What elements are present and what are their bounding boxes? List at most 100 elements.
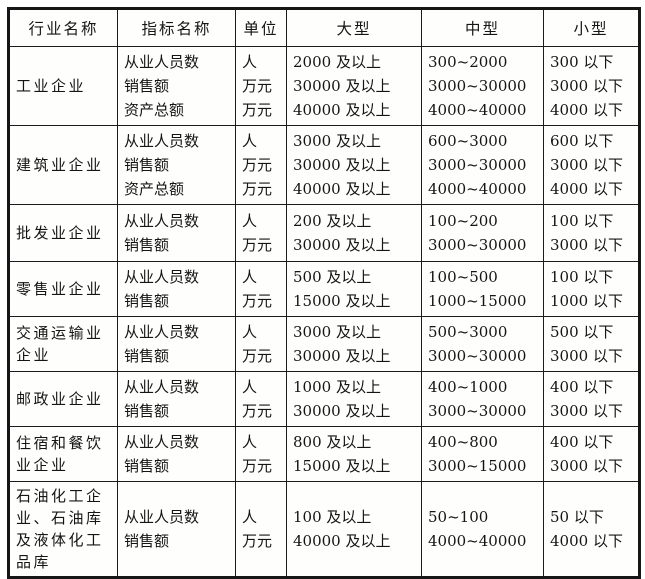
header-small: 小型 xyxy=(543,8,640,47)
cell-industry: 批发业企业 xyxy=(8,204,118,262)
cell-large: 800 及以上 15000 及以上 xyxy=(286,426,422,482)
cell-line: 40000 及以上 xyxy=(293,101,391,119)
cell-line: 住宿和餐饮 xyxy=(16,434,104,452)
cell-line: 30000 及以上 xyxy=(293,156,391,174)
cell-large: 500 及以上 15000 及以上 xyxy=(286,261,422,317)
cell-line: 1000 及以上 xyxy=(293,378,381,396)
header-large: 大型 xyxy=(286,8,422,47)
cell-line: 万元 xyxy=(242,180,273,198)
cell-line: 100 以下 xyxy=(550,212,614,230)
cell-small: 500 以下 3000 以下 xyxy=(543,316,640,372)
cell-line: 万元 xyxy=(242,457,273,475)
header-unit: 单位 xyxy=(235,8,287,47)
cell-large: 1000 及以上 30000 及以上 xyxy=(286,371,422,427)
cell-line: 3000 及以上 xyxy=(293,323,381,341)
cell-line: 40000 及以上 xyxy=(293,532,391,550)
cell-line: 万元 xyxy=(242,77,273,95)
cell-small: 300 以下 3000 以下 4000 以下 xyxy=(543,46,640,126)
cell-medium: 500~3000 3000~30000 xyxy=(421,316,544,372)
cell-line: 从业人员数 xyxy=(124,53,200,71)
cell-unit: 人万元 xyxy=(235,371,287,427)
cell-industry: 零售业企业 xyxy=(8,261,118,317)
cell-line: 3000~30000 xyxy=(428,402,527,420)
cell-line: 500 以下 xyxy=(550,323,614,341)
table-row: 建筑业企业 从业人员数 销售额 资产总额人万元 万元 3000 及以上 30000 及以上 4… xyxy=(8,125,640,205)
cell-line: 销售额 xyxy=(124,457,170,475)
cell-line: 万元 xyxy=(242,156,273,174)
cell-line: 400 以下 xyxy=(550,378,614,396)
cell-line: 人 xyxy=(242,378,258,396)
cell-line: 3000~30000 xyxy=(428,347,527,365)
cell-line: 3000 以下 xyxy=(550,156,623,174)
cell-line: 4000~40000 xyxy=(428,101,527,119)
cell-medium: 600~3000 3000~30000 4000~40000 xyxy=(421,125,544,205)
cell-line: 销售额 xyxy=(124,402,170,420)
cell-line: 3000 以下 xyxy=(550,347,623,365)
cell-line: 4000 以下 xyxy=(550,101,623,119)
cell-line: 600 以下 xyxy=(550,132,614,150)
cell-large: 3000 及以上 30000 及以上 40000 及以上 xyxy=(286,125,422,205)
cell-small: 600 以下 3000 以下 4000 以下 xyxy=(543,125,640,205)
cell-line: 3000 及以上 xyxy=(293,132,381,150)
cell-line: 3000~15000 xyxy=(428,457,527,475)
cell-industry: 建筑业企业 xyxy=(8,125,118,205)
cell-line: 人 xyxy=(242,508,258,526)
cell-line: 销售额 xyxy=(124,236,170,254)
cell-line: 业、石油库 xyxy=(16,509,104,527)
cell-line: 30000 及以上 xyxy=(293,77,391,95)
cell-small: 400 以下 3000 以下 xyxy=(543,371,640,427)
cell-medium: 100~500 1000~15000 xyxy=(421,261,544,317)
header-row: 行业名称 指标名称 单位 大型 中型 小型 xyxy=(8,8,640,47)
cell-line: 从业人员数 xyxy=(124,508,200,526)
cell-line: 500 及以上 xyxy=(293,268,372,286)
cell-line: 建筑业企业 xyxy=(16,156,104,174)
cell-line: 石油化工企 xyxy=(16,487,104,505)
table-row: 住宿和餐饮 业企业 从业人员数 销售额人万元 800 及以上 15000 及以上 400~8… xyxy=(8,426,640,482)
cell-line: 从业人员数 xyxy=(124,212,200,230)
cell-line: 3000~30000 xyxy=(428,236,527,254)
cell-indicator: 从业人员数 销售额 xyxy=(117,261,236,317)
cell-line: 800 及以上 xyxy=(293,433,372,451)
cell-line: 200 及以上 xyxy=(293,212,372,230)
cell-unit: 人万元 万元 xyxy=(235,46,287,126)
header-medium: 中型 xyxy=(421,8,544,47)
cell-line: 批发业企业 xyxy=(16,224,104,242)
table-row: 交通运输业 企业 从业人员数 销售额人万元 3000 及以上 30000 及以上 500~3… xyxy=(8,316,640,372)
cell-medium: 100~200 3000~30000 xyxy=(421,204,544,262)
cell-indicator: 从业人员数 销售额 xyxy=(117,426,236,482)
cell-line: 400~1000 xyxy=(428,378,508,396)
cell-line: 600~3000 xyxy=(428,132,508,150)
cell-line: 3000 以下 xyxy=(550,402,623,420)
cell-line: 品库 xyxy=(16,553,52,571)
cell-line: 100~200 xyxy=(428,212,498,230)
cell-line: 30000 及以上 xyxy=(293,347,391,365)
cell-line: 4000 以下 xyxy=(550,532,623,550)
cell-line: 万元 xyxy=(242,402,273,420)
cell-small: 400 以下 3000 以下 xyxy=(543,426,640,482)
cell-industry: 工业企业 xyxy=(8,46,118,126)
cell-line: 人 xyxy=(242,433,258,451)
cell-unit: 人万元 万元 xyxy=(235,125,287,205)
cell-indicator: 从业人员数销售额资产总额 xyxy=(117,46,236,126)
enterprise-size-classification-table: 行业名称 指标名称 单位 大型 中型 小型 工业企业 从业人员数 销售额 资产总额人万… xyxy=(7,7,641,579)
cell-line: 从业人员数 xyxy=(124,378,200,396)
cell-unit: 人万元 xyxy=(235,316,287,372)
cell-line: 资产总额 xyxy=(124,180,185,198)
cell-line: 100 以下 xyxy=(550,268,614,286)
cell-line: 人 xyxy=(242,53,258,71)
cell-line: 从业人员数 xyxy=(124,323,200,341)
cell-line: 15000 及以上 xyxy=(293,292,391,310)
cell-line: 邮政业企业 xyxy=(16,390,104,408)
cell-line: 500~3000 xyxy=(428,323,508,341)
cell-line: 3000 以下 xyxy=(550,236,623,254)
cell-line: 资产总额 xyxy=(124,101,185,119)
cell-line: 销售额 xyxy=(124,347,170,365)
cell-indicator: 从业人员数 销售额 xyxy=(117,481,236,578)
header-industry-name: 行业名称 xyxy=(8,8,118,47)
cell-line: 30000 及以上 xyxy=(293,402,391,420)
cell-line: 3000~30000 xyxy=(428,77,527,95)
cell-line: 销售额 xyxy=(124,292,170,310)
cell-line: 销售额 xyxy=(124,77,170,95)
cell-line: 从业人员数 xyxy=(124,268,200,286)
cell-line: 100 及以上 xyxy=(293,508,372,526)
